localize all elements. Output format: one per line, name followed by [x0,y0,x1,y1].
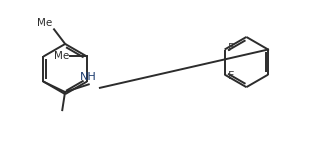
Text: Me: Me [37,18,52,28]
Text: NH: NH [80,72,97,82]
Text: Me: Me [53,52,69,62]
Text: F: F [227,43,234,53]
Text: F: F [227,71,234,81]
